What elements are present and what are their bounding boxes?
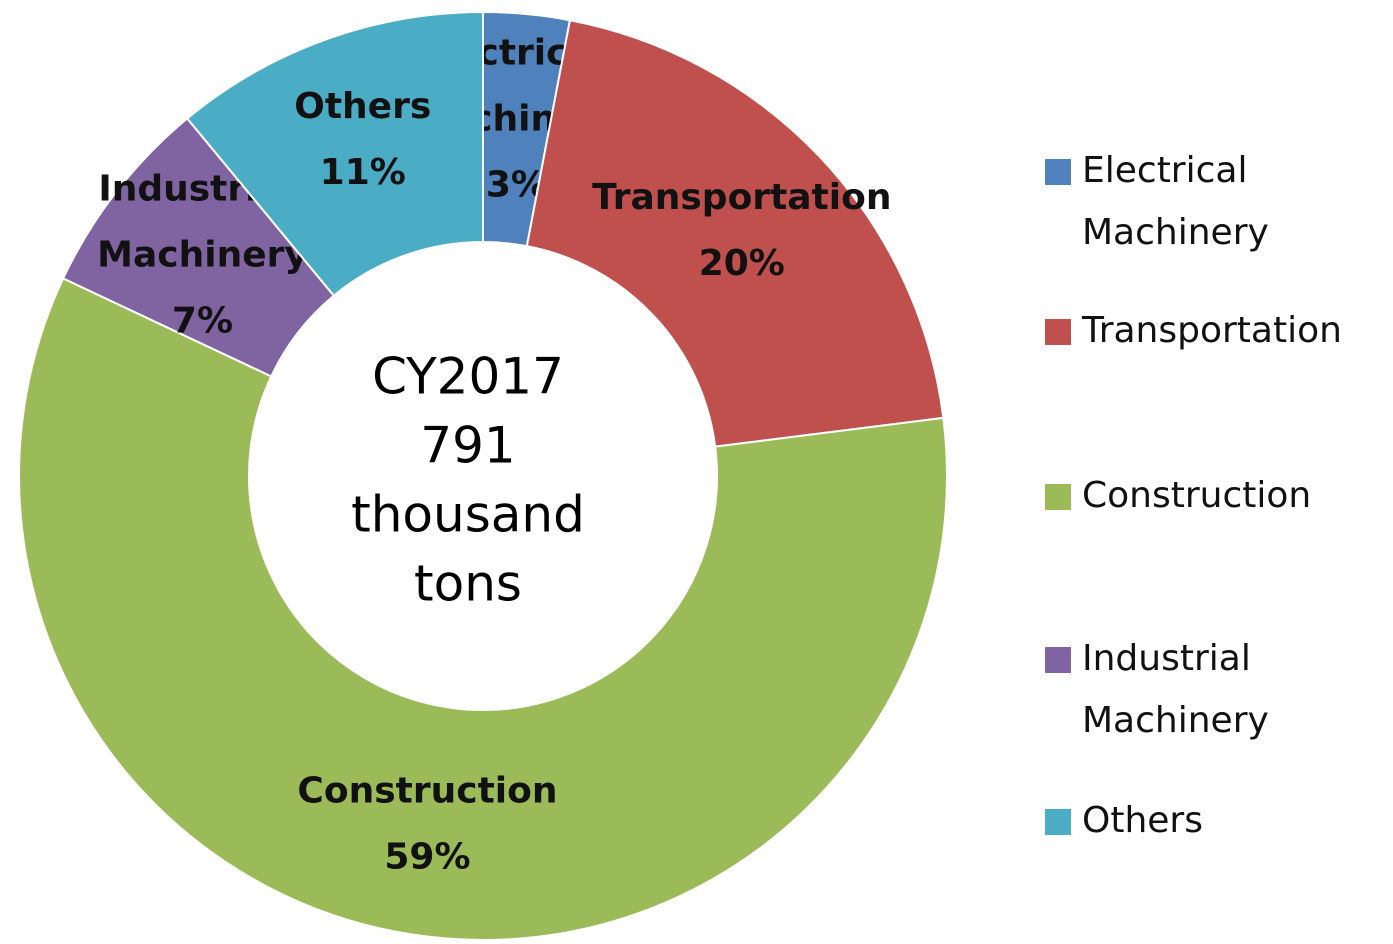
- legend-label: Construction: [1082, 475, 1311, 516]
- slice-value-label: 11%: [320, 152, 406, 193]
- legend-swatch: [1045, 647, 1071, 673]
- slice-label: Transportation: [592, 177, 891, 218]
- slice-value-label: 20%: [699, 243, 785, 284]
- donut-slice: [185, 10, 484, 298]
- center-text: CY2017: [372, 348, 564, 406]
- center-text: thousand: [351, 486, 585, 544]
- legend-swatch: [1045, 484, 1071, 510]
- slice-value-label: 59%: [384, 837, 470, 878]
- legend-swatch: [1045, 159, 1071, 185]
- slice-value-label: 7%: [172, 300, 233, 341]
- slice-label: Construction: [297, 771, 557, 812]
- legend-swatch: [1045, 319, 1071, 345]
- center-text: tons: [414, 555, 522, 613]
- legend-swatch: [1045, 809, 1071, 835]
- legend-label: Industrial Machinery: [1082, 638, 1269, 741]
- donut-slice: [18, 277, 948, 941]
- legend-label: Transportation: [1081, 310, 1342, 351]
- legend-label: Others: [1082, 800, 1203, 841]
- legend-label: Electrical Machinery: [1082, 150, 1269, 253]
- slice-label: Others: [294, 86, 431, 127]
- center-text: 791: [420, 417, 515, 475]
- donut-slice: [525, 19, 945, 448]
